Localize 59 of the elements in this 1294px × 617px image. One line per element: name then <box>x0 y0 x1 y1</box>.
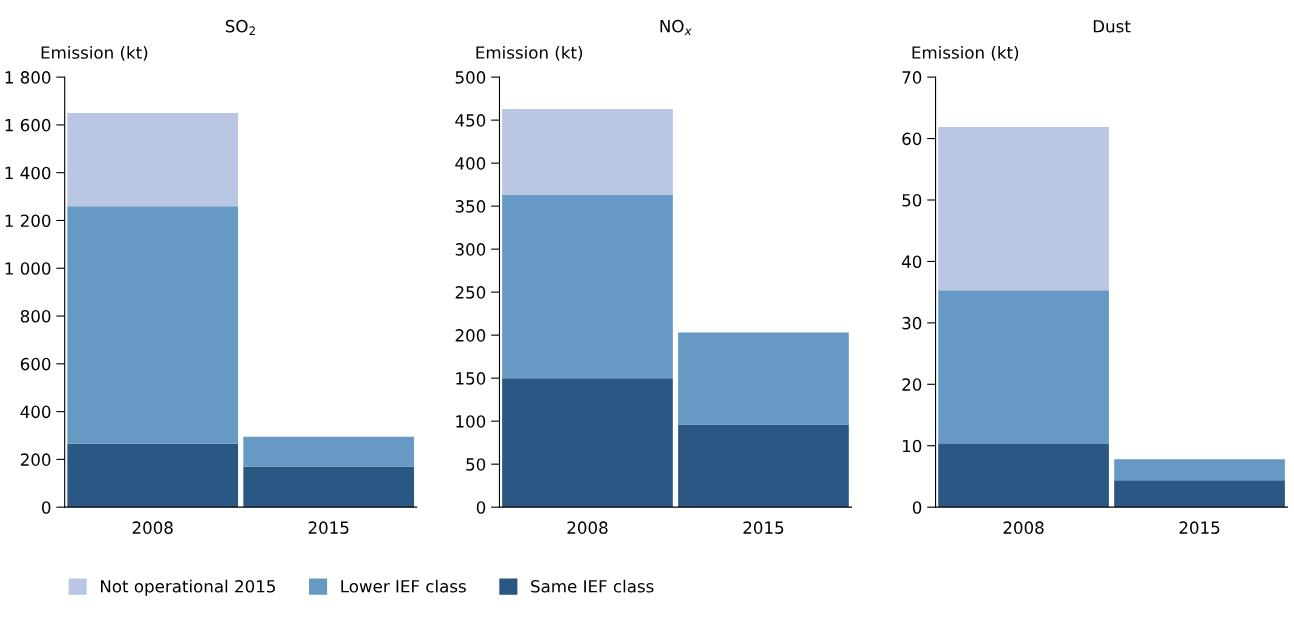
y-tick-label: 1 600 <box>5 118 51 132</box>
y-tick-label: 30 <box>902 316 922 330</box>
y-tick-label: 600 <box>20 357 51 371</box>
y-tick-label: 200 <box>455 329 486 342</box>
chart-title: SO$_{2}$ <box>225 19 255 35</box>
y-tick-label: 450 <box>455 114 486 127</box>
y-tick-label: 40 <box>901 255 922 268</box>
y-tick-label: 70 <box>902 71 922 84</box>
y-tick-label: 1 400 <box>5 166 51 180</box>
legend-label: Same IEF class <box>531 579 654 593</box>
y-tick-label: 400 <box>455 157 486 170</box>
x-tick-label: 2015 <box>1179 521 1220 534</box>
bar <box>502 378 673 508</box>
y-tick-label: 50 <box>902 193 922 207</box>
bar <box>67 112 239 207</box>
y-axis-title: Emission (kt) <box>912 45 1019 61</box>
bar <box>67 443 239 508</box>
bar <box>1114 459 1285 481</box>
bar <box>678 424 849 508</box>
y-tick-label: 20 <box>902 378 922 391</box>
y-tick-label: 0 <box>42 501 51 514</box>
x-tick-label: 2008 <box>1003 521 1044 534</box>
bar <box>938 126 1109 291</box>
bar <box>938 290 1109 444</box>
y-axis-title: Emission (kt) <box>41 45 148 61</box>
y-tick-label: 400 <box>20 405 51 419</box>
y-tick-label: 0 <box>476 501 486 514</box>
bar <box>67 206 239 444</box>
y-tick-label: 100 <box>456 415 486 428</box>
y-tick-label: 1 200 <box>5 214 51 228</box>
bar <box>678 332 849 425</box>
y-tick-label: 50 <box>466 458 486 471</box>
y-tick-label: 1 800 <box>5 71 51 84</box>
bar <box>938 443 1109 508</box>
x-tick-label: 2008 <box>567 521 608 534</box>
y-tick-label: 300 <box>455 243 486 256</box>
chart-title: Dust <box>1093 20 1131 33</box>
bar <box>1114 480 1285 508</box>
x-tick-label: 2008 <box>132 521 173 534</box>
x-tick-label: 2015 <box>308 521 349 534</box>
y-tick-label: 250 <box>455 286 486 299</box>
y-tick-label: 60 <box>902 132 922 146</box>
y-tick-label: 800 <box>20 310 51 323</box>
y-tick-label: 10 <box>902 439 922 453</box>
bar <box>243 466 415 508</box>
bar <box>243 436 415 467</box>
x-tick-label: 2015 <box>743 521 784 534</box>
y-tick-label: 350 <box>455 200 486 213</box>
y-tick-label: 500 <box>455 71 486 84</box>
legend-label: Lower IEF class <box>341 579 466 593</box>
y-axis-title: Emission (kt) <box>476 45 583 61</box>
chart-title: NO$_{x}$ <box>660 19 692 35</box>
y-tick-label: 150 <box>456 372 486 385</box>
y-tick-label: 1 000 <box>5 262 51 275</box>
bar <box>502 108 673 195</box>
y-tick-label: 200 <box>20 453 51 466</box>
y-tick-label: 0 <box>912 501 922 514</box>
legend-label: Not operational 2015 <box>100 579 275 596</box>
bar <box>502 194 673 379</box>
